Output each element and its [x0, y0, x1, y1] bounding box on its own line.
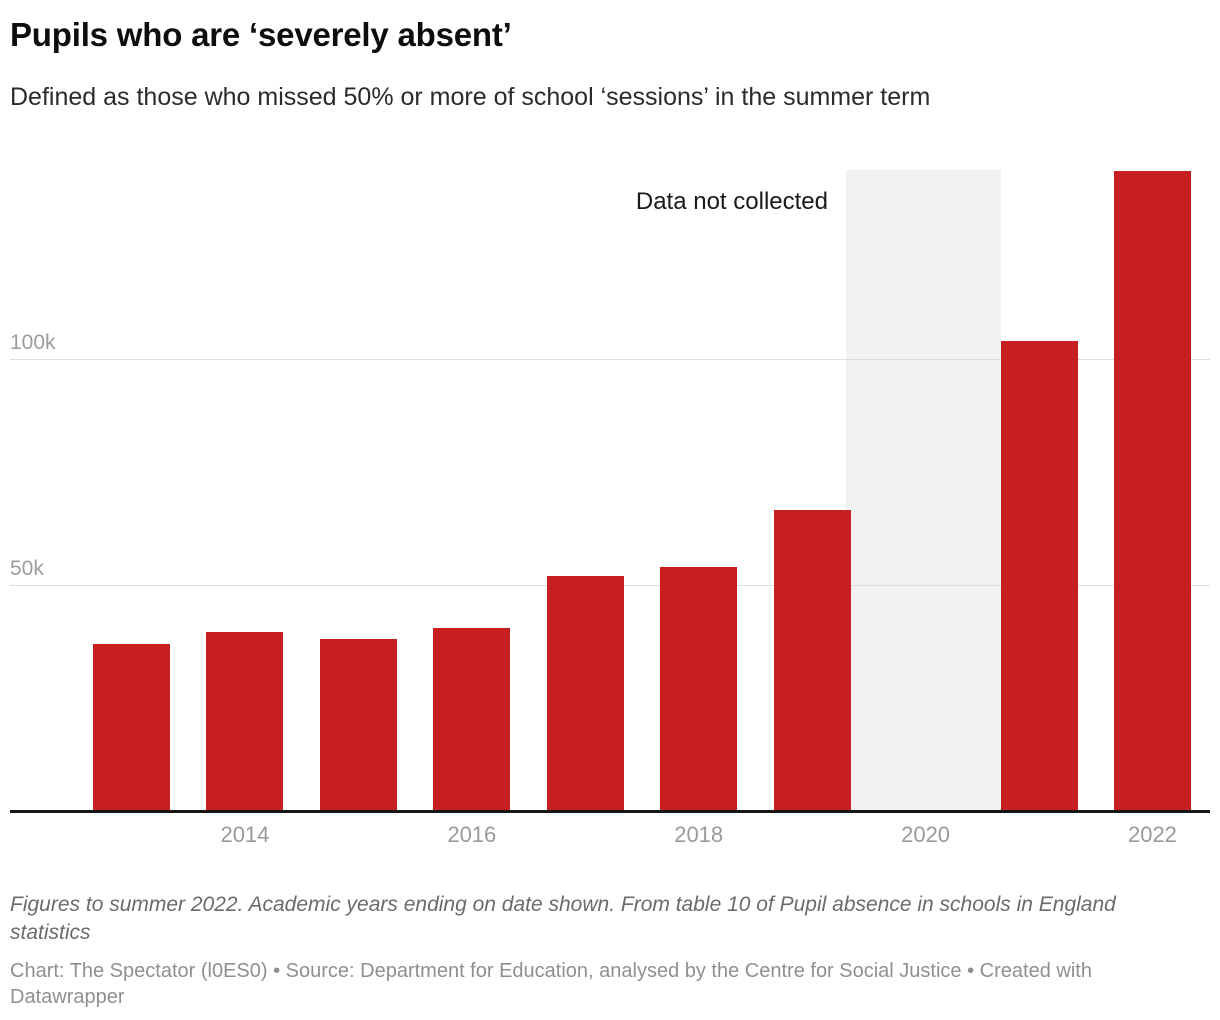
bar-2015 — [319, 639, 397, 811]
chart-note: Figures to summer 2022. Academic years e… — [10, 893, 1116, 944]
chart-credit: Chart: The Spectator (l0ES0) • Source: D… — [10, 960, 1092, 1008]
x-axis-line — [10, 810, 1210, 813]
bar-2022 — [1113, 171, 1191, 811]
y-tick-label-50k: 50k — [10, 557, 44, 580]
x-tick-label-2014: 2014 — [220, 822, 270, 847]
bar-2019 — [773, 510, 851, 811]
missing-data-region — [845, 170, 1001, 811]
bar-2014 — [206, 632, 284, 811]
bar-chart-plot: Data not collected 50k 100k 2014 2016 2018 20… — [10, 170, 1210, 847]
bar-2013 — [93, 643, 170, 811]
x-tick-label-2020: 2020 — [901, 822, 951, 847]
bar-2016 — [433, 627, 511, 811]
y-tick-label-100k: 100k — [10, 331, 56, 354]
missing-data-annotation: Data not collected — [635, 188, 828, 215]
bar-2017 — [546, 575, 624, 811]
chart-subtitle: Defined as those who missed 50% or more … — [10, 83, 931, 111]
chart-title: Pupils who are ‘severely absent’ — [10, 16, 512, 53]
x-tick-label-2022: 2022 — [1127, 822, 1177, 847]
bar-2021 — [1000, 340, 1078, 811]
bar-2018 — [660, 566, 738, 811]
gridline-100k — [10, 359, 1210, 360]
x-tick-label-2018: 2018 — [674, 822, 724, 847]
x-tick-label-2016: 2016 — [447, 822, 497, 847]
